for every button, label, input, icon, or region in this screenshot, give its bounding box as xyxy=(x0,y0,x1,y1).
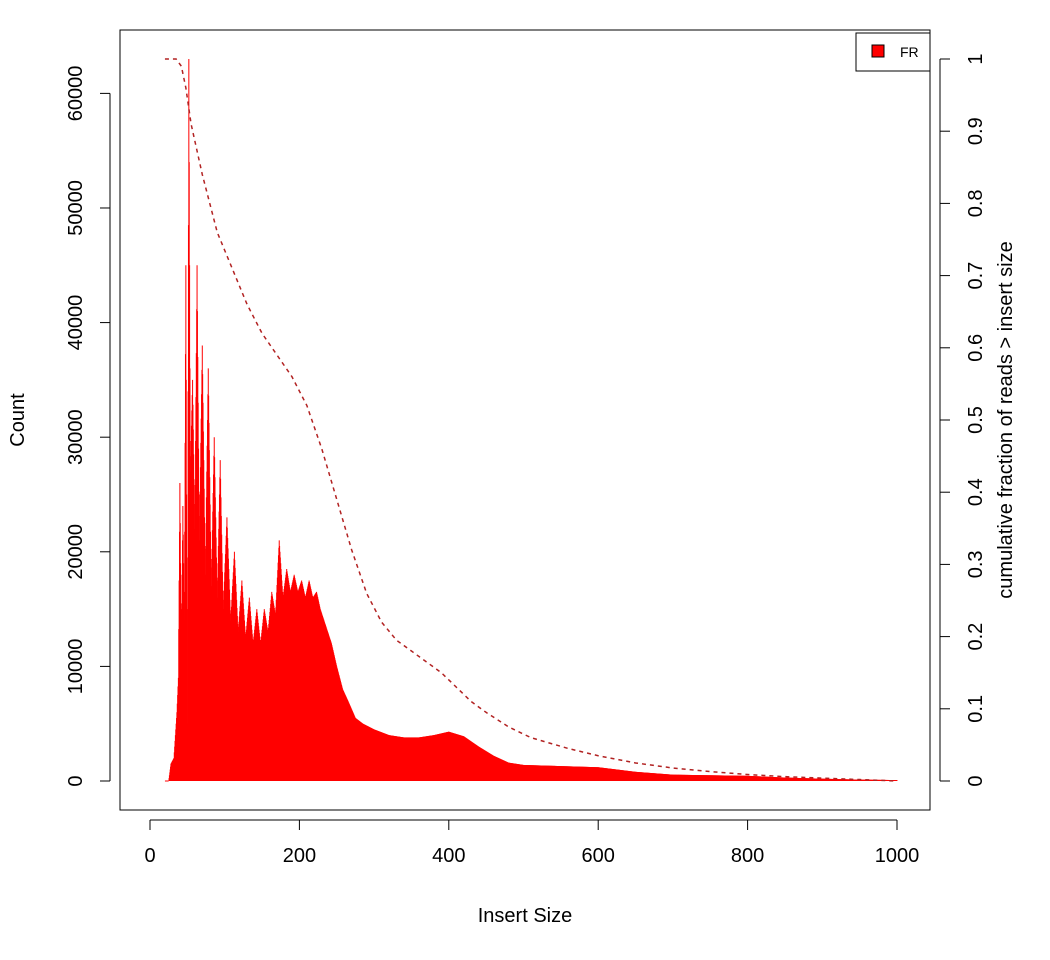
legend-label-fr: FR xyxy=(900,44,919,60)
y-tick-label: 60000 xyxy=(65,66,87,122)
y2-tick-label: 0.6 xyxy=(965,334,987,362)
y-tick-label: 0 xyxy=(65,775,87,786)
y2-tick-label: 0.2 xyxy=(965,623,987,651)
y-axis-left: 0 10000 20000 30000 40000 50000 60000 xyxy=(65,66,111,787)
legend-swatch-fr xyxy=(871,44,885,58)
y2-tick-label: 0.7 xyxy=(965,262,987,290)
y-tick-label: 10000 xyxy=(65,639,87,695)
y-tick-label: 20000 xyxy=(65,524,87,580)
y2-axis-title: cumulative fraction of reads > insert si… xyxy=(995,241,1017,598)
y2-tick-label: 0.3 xyxy=(965,550,987,578)
plot-frame xyxy=(119,29,931,811)
y2-tick-label: 1 xyxy=(965,53,987,64)
x-tick-label: 800 xyxy=(731,845,764,867)
y-axis-right: 0 0.1 0.2 0.3 0.4 0.5 0.6 0.7 0.8 0.9 1 xyxy=(939,53,987,787)
plot-area xyxy=(119,29,931,811)
y2-tick-label: 0.4 xyxy=(965,478,987,506)
x-tick-label: 1000 xyxy=(875,845,920,867)
x-tick-label: 400 xyxy=(432,845,465,867)
y-axis-title: Count xyxy=(7,393,29,447)
y2-tick-label: 0.8 xyxy=(965,189,987,217)
y-tick-label: 50000 xyxy=(65,180,87,236)
y2-tick-label: 0.5 xyxy=(965,406,987,434)
x-tick-label: 0 xyxy=(144,845,155,867)
legend: FR xyxy=(855,32,931,72)
y2-tick-label: 0.9 xyxy=(965,117,987,145)
y2-tick-label: 0.1 xyxy=(965,695,987,723)
x-tick-label: 200 xyxy=(283,845,316,867)
x-axis: 0 200 400 600 800 1000 xyxy=(144,819,920,867)
legend-box xyxy=(855,32,931,72)
y2-tick-label: 0 xyxy=(965,775,987,786)
x-tick-label: 600 xyxy=(582,845,615,867)
y-tick-label: 30000 xyxy=(65,409,87,465)
y-tick-label: 40000 xyxy=(65,295,87,351)
histogram-series-fr xyxy=(164,59,898,782)
x-axis-title: Insert Size xyxy=(478,905,572,927)
